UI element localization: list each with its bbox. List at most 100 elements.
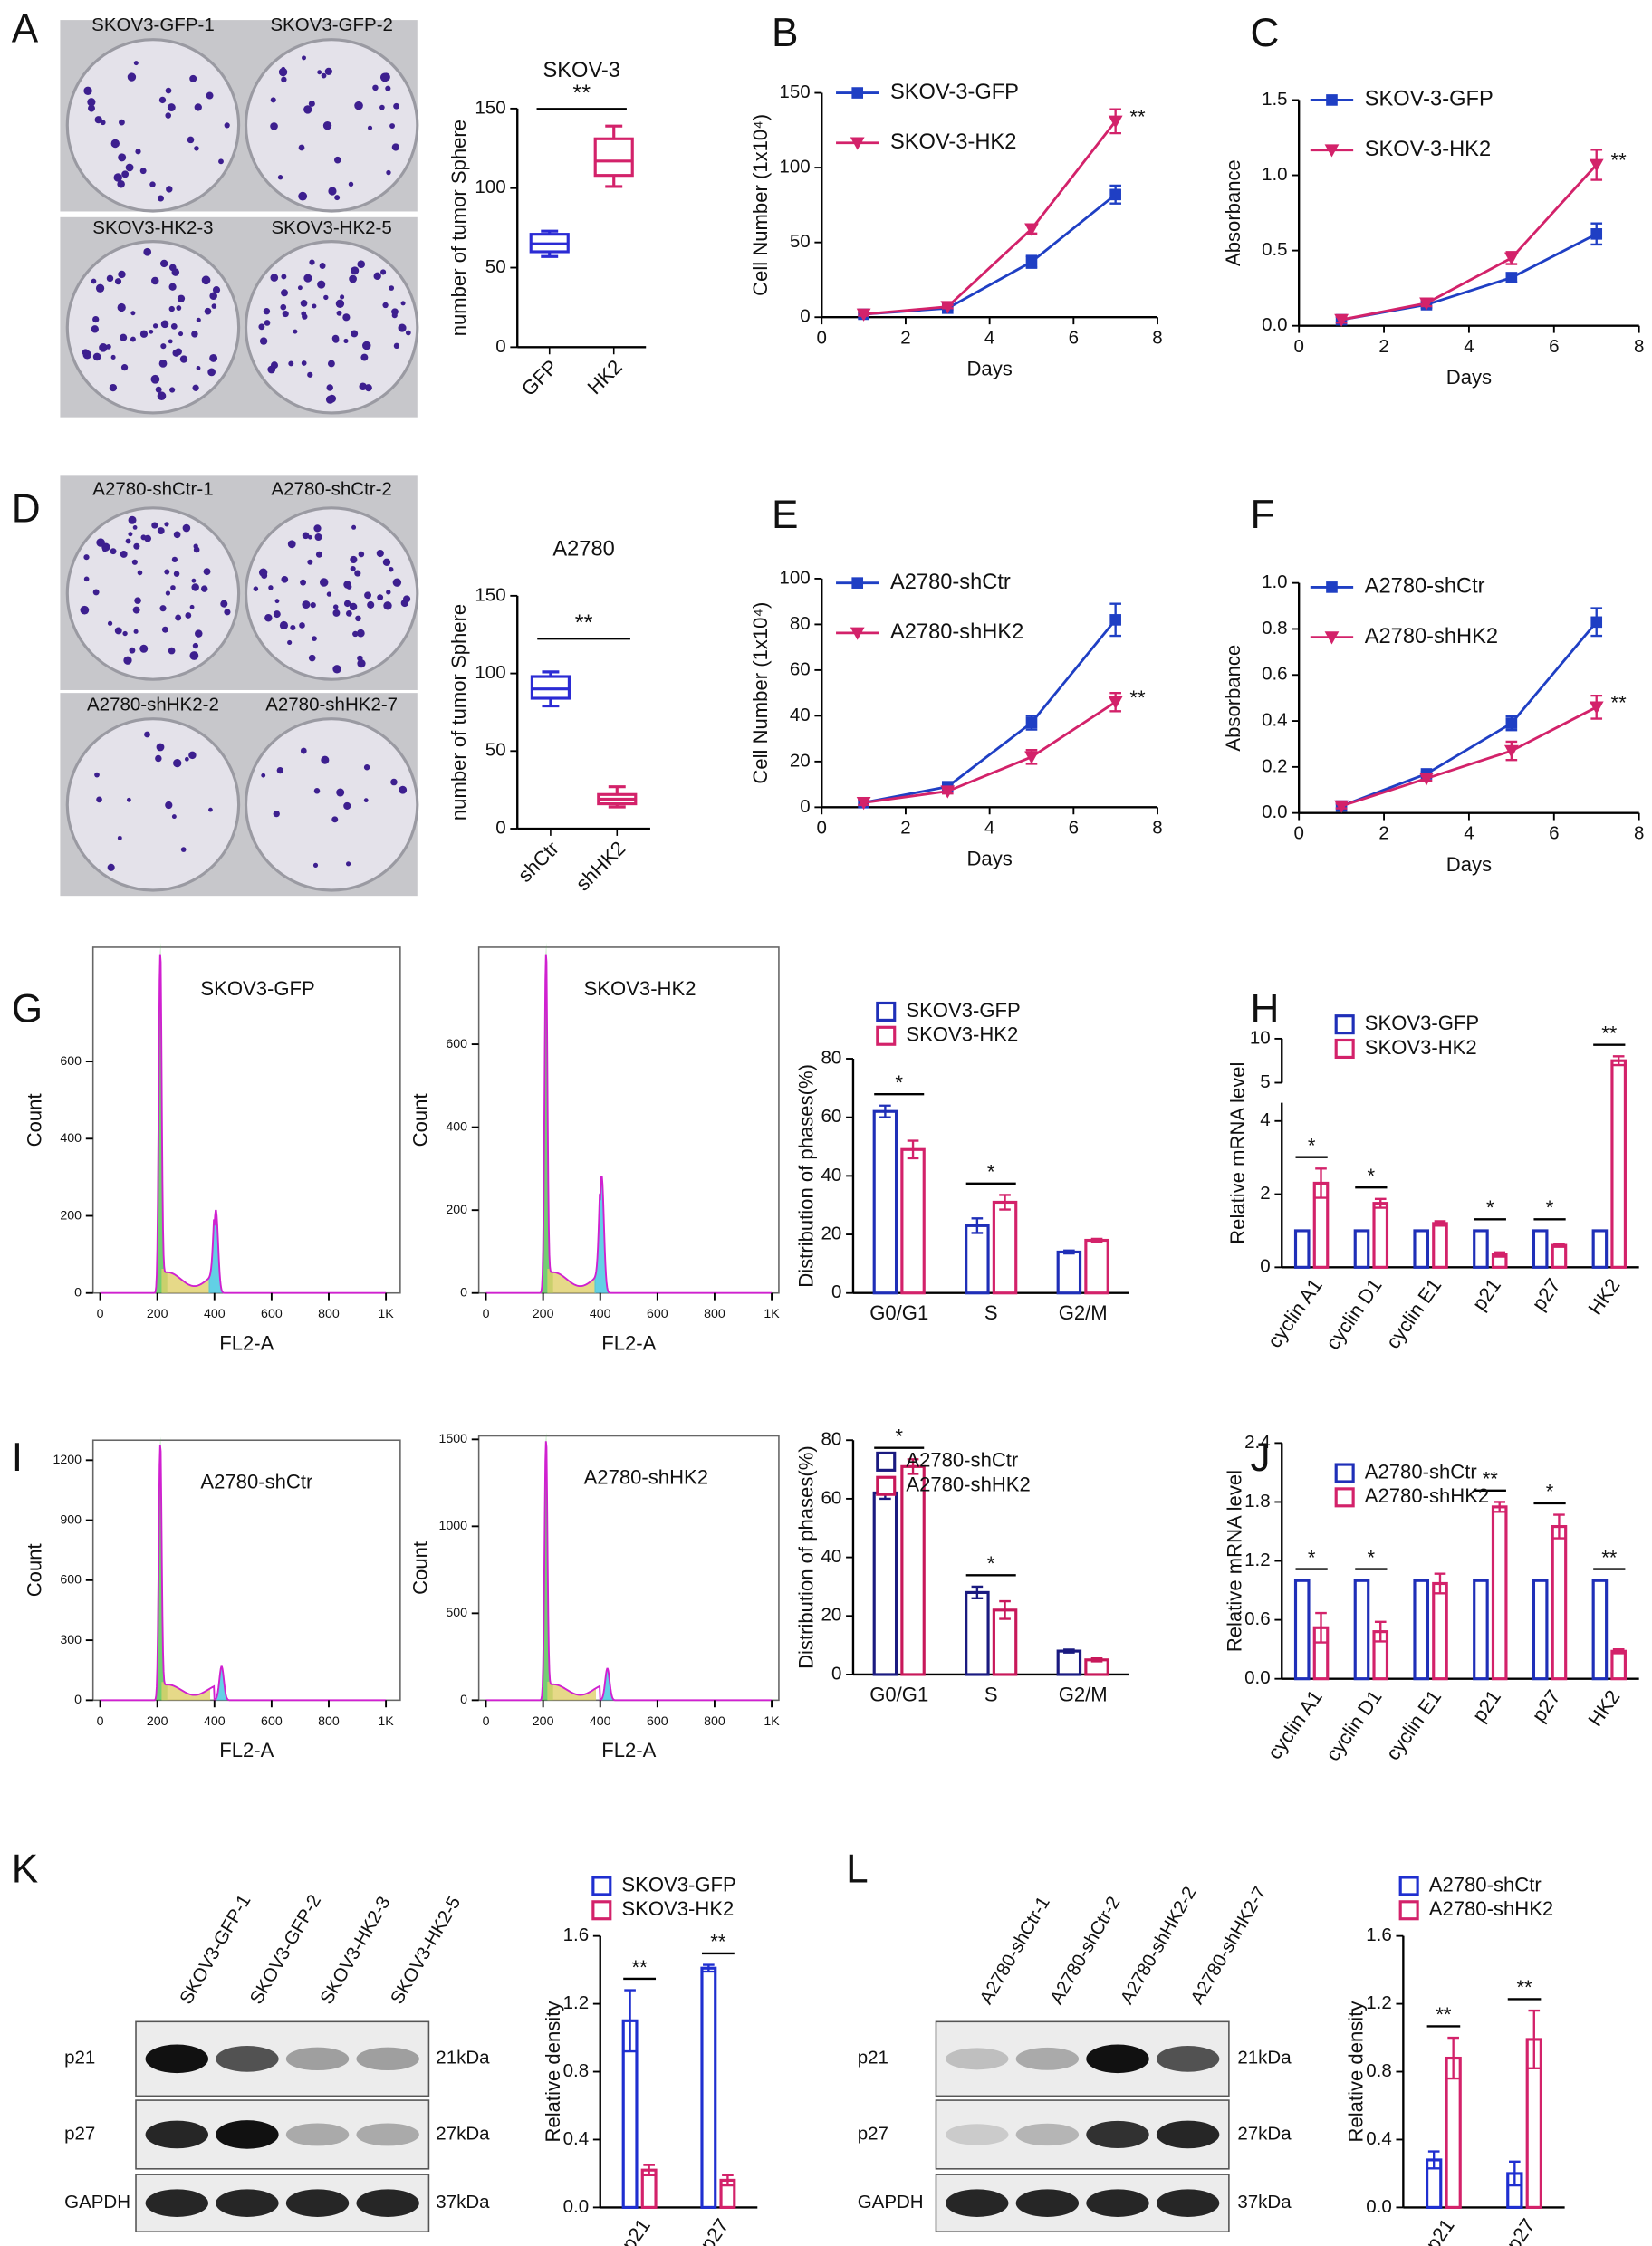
colony	[130, 311, 136, 316]
legend-swatch	[876, 1001, 897, 1022]
marker	[1024, 223, 1039, 236]
bar	[872, 1491, 898, 1676]
y-tick-label: 0.5	[1262, 239, 1288, 260]
lane-label: SKOV3-HK2-3	[316, 1893, 395, 2008]
blot-band	[1015, 2047, 1080, 2070]
histogram-trace	[485, 954, 773, 1294]
y-tick-label: 0.4	[563, 2128, 590, 2149]
y-axis-label: Count	[408, 1093, 431, 1147]
error-bar	[1063, 1648, 1075, 1654]
marker	[1326, 94, 1338, 106]
colony	[132, 524, 138, 530]
colony	[356, 629, 365, 638]
marker	[1589, 701, 1604, 715]
colony	[363, 798, 369, 803]
colony	[312, 303, 317, 309]
colony	[189, 604, 195, 609]
x-tick-label: 0	[97, 1307, 104, 1321]
colony	[99, 343, 108, 352]
colony	[392, 578, 402, 587]
colony	[357, 260, 366, 268]
bar	[1473, 1229, 1489, 1269]
lane-label: A2780-shCtr-2	[1046, 1893, 1125, 2008]
x-tick-label: 1K	[764, 1714, 780, 1729]
colony	[303, 274, 312, 283]
x-tick-label: 6	[1069, 327, 1079, 348]
colony	[386, 590, 391, 595]
colony	[166, 186, 173, 193]
y-tick-label: 1.8	[1244, 1491, 1271, 1512]
y-axis-label: Cell Number (1x10⁴)	[749, 602, 772, 784]
x-tick-label: 2	[1378, 336, 1388, 357]
colony	[263, 308, 271, 315]
x-tick-label: 200	[147, 1714, 168, 1729]
colony	[345, 610, 352, 617]
y-tick-label: 0.4	[1262, 709, 1288, 730]
y-tick-label: 50	[790, 231, 811, 252]
chart-title: A2780	[552, 538, 614, 562]
legend-swatch	[1334, 1038, 1355, 1060]
chart-title: SKOV3-GFP	[200, 977, 314, 1000]
x-tick-label: 0	[483, 1307, 490, 1321]
colony	[126, 797, 131, 802]
bar	[700, 1966, 717, 2209]
series-line	[1340, 620, 1598, 808]
marker	[940, 301, 956, 314]
colony	[96, 796, 102, 803]
bar	[1432, 1222, 1448, 1269]
chart-title: A2780-shCtr	[200, 1470, 312, 1493]
blot-row-label: p21	[64, 2048, 95, 2068]
colony	[276, 766, 283, 774]
colony	[281, 575, 289, 583]
colony	[253, 586, 259, 591]
colony	[326, 591, 332, 597]
colony	[92, 589, 100, 596]
colony	[364, 384, 372, 392]
colony	[176, 305, 182, 311]
colony	[170, 585, 176, 590]
colony	[117, 835, 122, 840]
blot-band	[1015, 2123, 1080, 2146]
y-tick-label: 1.2	[1244, 1550, 1271, 1570]
panel-letter: H	[1251, 987, 1280, 1032]
colony	[313, 787, 321, 794]
colony	[131, 559, 138, 565]
colony	[307, 371, 313, 378]
colony	[391, 312, 398, 319]
x-tick-label: 2	[900, 817, 910, 838]
significance: **	[575, 610, 593, 636]
y-tick-label: 150	[779, 82, 810, 102]
bar	[1532, 1229, 1549, 1269]
marker	[850, 627, 865, 640]
colony	[405, 330, 411, 336]
colony	[389, 123, 396, 129]
colony	[185, 612, 192, 619]
colony	[209, 292, 217, 301]
x-tick-label: 0	[1293, 823, 1303, 844]
marker	[1505, 272, 1518, 283]
colony	[203, 568, 211, 576]
bar	[1432, 1581, 1448, 1681]
panel-letter: I	[12, 1435, 23, 1480]
colony	[331, 334, 340, 342]
y-tick-label: 40	[821, 1546, 842, 1567]
significance: **	[1436, 2003, 1452, 2026]
error-bar	[1315, 1611, 1327, 1644]
bar	[1056, 1649, 1082, 1676]
colony	[149, 181, 156, 187]
x-axis-label: Days	[1446, 366, 1492, 389]
y-tick-label: 150	[475, 97, 505, 118]
colony	[157, 195, 165, 202]
error-bar	[1509, 2160, 1521, 2187]
colony	[158, 96, 167, 104]
blot-band	[145, 2120, 208, 2149]
significance: *	[987, 1161, 995, 1184]
lane-label: SKOV3-GFP-1	[176, 1891, 255, 2008]
blot-band	[1156, 2120, 1220, 2149]
colony	[121, 170, 130, 178]
colony	[120, 333, 128, 341]
colony	[326, 384, 333, 391]
error-bar	[1528, 2009, 1541, 2069]
x-tick-label: 800	[318, 1307, 340, 1321]
colony	[168, 339, 173, 344]
